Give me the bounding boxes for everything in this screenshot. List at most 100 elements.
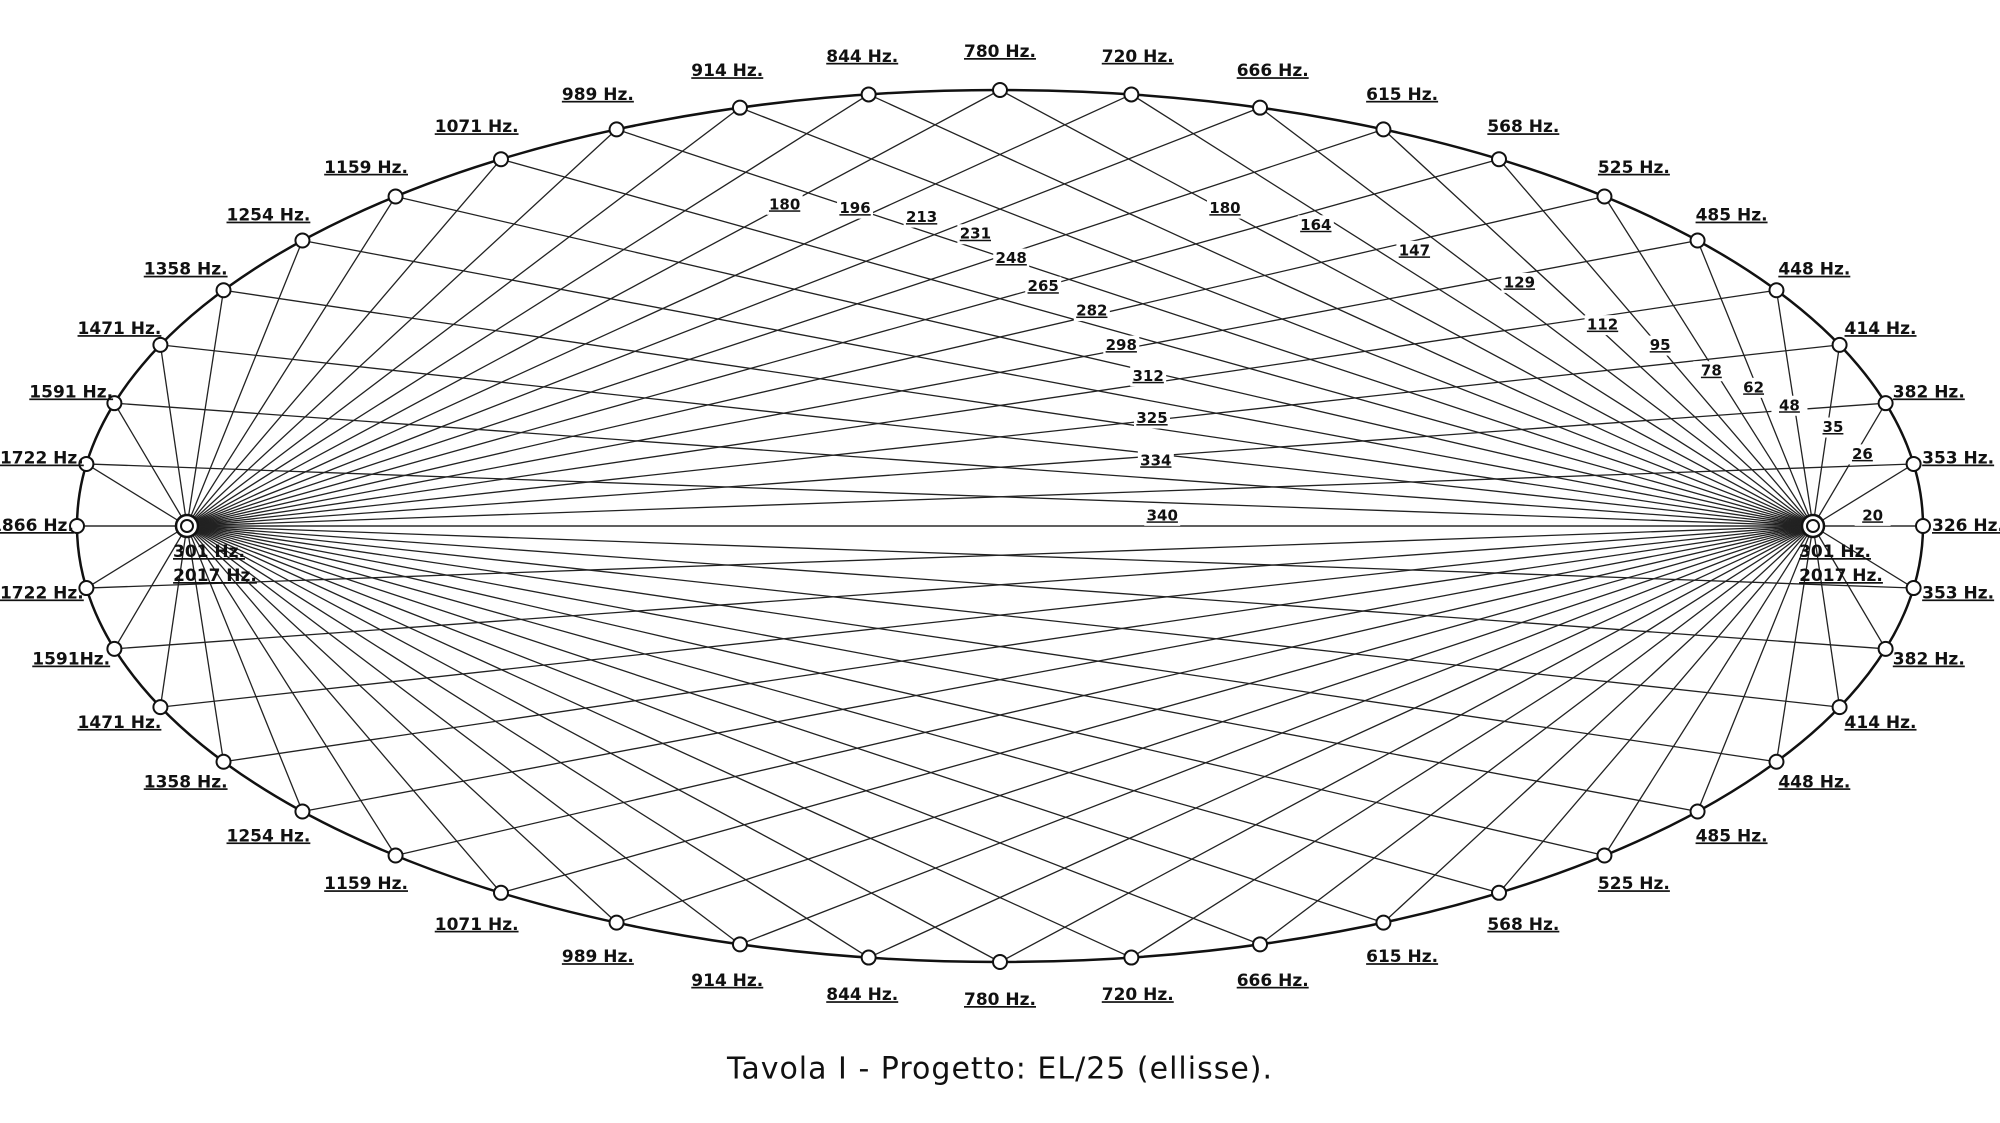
point <box>992 82 1008 98</box>
focal-line <box>186 107 741 527</box>
distance-bg <box>1396 240 1433 261</box>
distance-bg <box>957 224 994 245</box>
focal-line <box>868 525 1814 959</box>
point <box>1252 936 1269 953</box>
distance-label: 180 <box>1209 199 1240 217</box>
point <box>1905 455 1922 472</box>
point-label: 914 Hz. <box>691 971 763 991</box>
point-label: 1071 Hz. <box>435 915 519 935</box>
distance-label: 325 <box>1136 409 1167 427</box>
point <box>1877 640 1894 657</box>
point <box>731 936 748 953</box>
focal-line <box>186 525 1384 924</box>
distance-bg <box>1584 315 1621 336</box>
focal-line <box>395 195 1814 527</box>
point <box>860 949 877 966</box>
point <box>1375 914 1392 931</box>
point-label: 414 Hz. <box>1845 713 1917 733</box>
focal-line <box>186 525 1500 894</box>
focal-line <box>186 525 1840 708</box>
point-label: 780 Hz. <box>964 990 1036 1010</box>
focal-line <box>1259 107 1814 527</box>
point-label: 666 Hz. <box>1237 61 1309 81</box>
point-label: 448 Hz. <box>1778 772 1850 792</box>
distance-bg <box>1025 276 1062 297</box>
focal-line <box>186 525 1698 813</box>
focus-label: 301 Hz. <box>1799 542 1871 562</box>
focal-line <box>1498 525 1814 894</box>
focal-line <box>186 525 502 894</box>
point-label: 414 Hz. <box>1845 319 1917 339</box>
point-label: 485 Hz. <box>1696 826 1768 846</box>
distance-bg <box>1206 198 1243 219</box>
focal-line <box>739 525 1814 945</box>
point-label: 844 Hz. <box>826 47 898 67</box>
distance-label: 312 <box>1133 367 1164 385</box>
point <box>1831 699 1848 716</box>
focal-line <box>1382 525 1814 924</box>
point-label: 525 Hz. <box>1598 874 1670 894</box>
focal-line <box>186 525 618 924</box>
distance-bg <box>837 198 874 219</box>
distance-label: 248 <box>996 249 1027 267</box>
focal-line <box>186 290 225 527</box>
point <box>1596 188 1613 205</box>
focal-line <box>1812 525 1841 708</box>
point-label: 615 Hz. <box>1366 85 1438 105</box>
point <box>1123 86 1140 103</box>
point <box>294 232 311 249</box>
focal-line <box>186 195 1605 527</box>
distance-bg <box>1501 272 1538 293</box>
distance-label: 196 <box>839 199 870 217</box>
focal-line <box>739 107 1814 527</box>
focal-line <box>186 128 1384 527</box>
focal-line <box>186 240 304 527</box>
point-label: 780 Hz. <box>964 42 1036 62</box>
distance-bg <box>1130 366 1167 387</box>
focal-line <box>1131 525 1814 959</box>
point-label: 1071 Hz. <box>435 117 519 137</box>
focal-line <box>1775 525 1814 762</box>
focal-line <box>186 525 1001 963</box>
point <box>215 753 232 770</box>
point <box>860 86 877 103</box>
focal-line <box>223 525 1814 763</box>
distance-bg <box>1814 417 1851 438</box>
point-label: 485 Hz. <box>1696 206 1768 226</box>
point-label: 382 Hz. <box>1893 650 1965 670</box>
caption: Tavola I - Progetto: EL/25 (ellisse). <box>726 1052 1273 1087</box>
distance-label: 129 <box>1504 273 1535 291</box>
point-label: 353 Hz. <box>1922 583 1994 603</box>
focal-line <box>186 525 741 945</box>
focal-line <box>999 525 1814 963</box>
point <box>294 803 311 820</box>
focal-line <box>186 196 397 527</box>
point <box>1491 884 1508 901</box>
distance-label: 164 <box>1300 216 1331 234</box>
focal-line <box>113 525 188 650</box>
point-label: 525 Hz. <box>1598 158 1670 178</box>
point <box>492 151 509 168</box>
focal-line <box>868 93 1814 527</box>
point <box>387 188 404 205</box>
point <box>387 847 404 864</box>
focus-label: 301 Hz. <box>173 542 245 562</box>
point-label: 1159 Hz. <box>324 874 408 894</box>
distance-bg <box>1693 361 1730 382</box>
distance-label: 26 <box>1852 445 1873 463</box>
focal-line <box>1696 525 1814 812</box>
point <box>215 282 232 299</box>
focal-line <box>1131 93 1814 527</box>
distance-label: 298 <box>1106 336 1137 354</box>
distance-bg <box>1844 444 1881 465</box>
focal-line <box>186 239 1698 527</box>
point <box>1689 232 1706 249</box>
focal-line <box>186 128 618 527</box>
focal-line <box>186 525 1886 650</box>
distance-label: 78 <box>1701 362 1722 380</box>
point <box>1491 151 1508 168</box>
distance-bg <box>766 194 803 215</box>
point-label: 1722 Hz. <box>0 583 84 603</box>
point <box>152 336 169 353</box>
